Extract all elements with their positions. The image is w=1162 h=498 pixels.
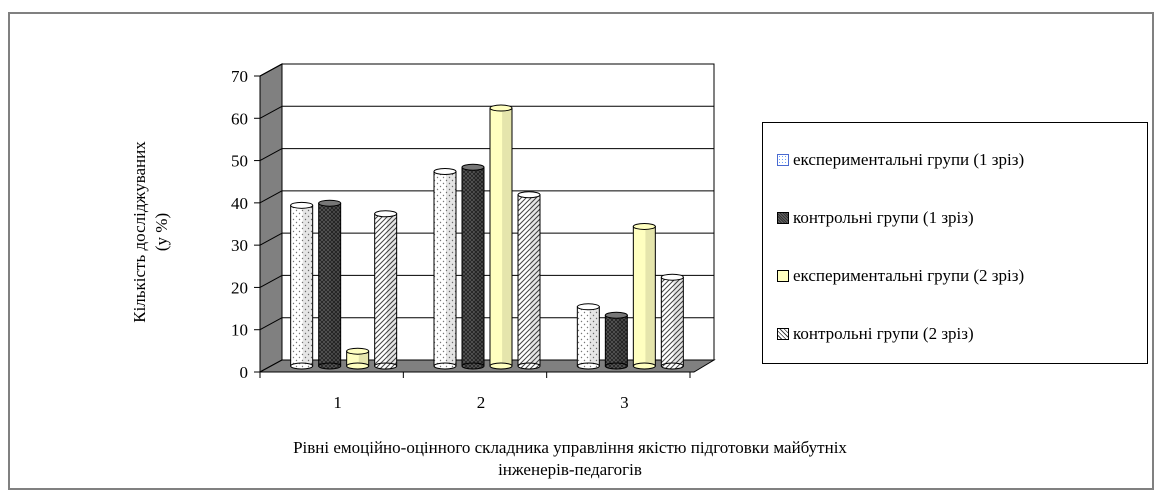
bar-top (576, 303, 600, 311)
x-tick-label: 2 (477, 393, 486, 412)
bar (517, 191, 541, 370)
bar (290, 201, 314, 370)
y-tick-label: 20 (231, 278, 248, 297)
y-tick-label: 70 (231, 67, 248, 86)
bar (346, 347, 370, 370)
bar-base (576, 362, 600, 370)
bar-top (318, 199, 342, 207)
bar-shade (330, 203, 341, 366)
bar-shade (645, 226, 656, 366)
legend-item: контрольні групи (2 зріз) (777, 324, 974, 344)
legend-label: експериментальні групи (2 зріз) (793, 266, 1025, 285)
gridline-side (259, 232, 283, 246)
y-tick-label: 0 (240, 363, 249, 382)
legend-label: контрольні групи (2 зріз) (793, 324, 974, 343)
y-axis-label: (у %) (152, 213, 171, 251)
legend-label: експериментальні групи (1 зріз) (793, 150, 1025, 169)
bar-base (632, 362, 656, 370)
bar-top (374, 210, 398, 218)
legend-item: експериментальні групи (1 зріз) (777, 150, 1024, 170)
bar-shade (474, 167, 484, 366)
legend-swatch (777, 154, 789, 166)
bar-base (660, 362, 684, 370)
bar-top (290, 201, 314, 209)
bar-shade (502, 108, 512, 367)
bar-base (318, 362, 342, 370)
bar-shade (446, 171, 456, 366)
bar-shade (302, 205, 313, 366)
bar-base (461, 362, 485, 370)
legend-swatch (777, 328, 789, 340)
bar-top (517, 191, 541, 199)
gridline-side (259, 105, 283, 119)
bar (374, 210, 398, 370)
bar-base (604, 362, 628, 370)
bar (604, 311, 628, 370)
legend-label: контрольні групи (1 зріз) (793, 208, 974, 227)
side-wall (259, 63, 283, 373)
bar (660, 273, 684, 370)
bar-top (489, 104, 513, 112)
chart-frame: 0 10 20 30 40 50 60 70 1 2 3 Кількість досліджуван… (8, 12, 1154, 490)
bar-chart: 0 10 20 30 40 50 60 70 1 2 3 Кількість досліджуван… (130, 63, 716, 412)
bar-base (374, 362, 398, 370)
bar-top (346, 347, 370, 355)
legend-item: експериментальні групи (2 зріз) (777, 266, 1024, 286)
gridline-side (259, 190, 283, 204)
gridline-side (259, 317, 283, 331)
y-tick-label: 50 (231, 152, 248, 171)
bar-top (604, 311, 628, 319)
bar-base (346, 362, 370, 370)
bar-base (489, 362, 513, 370)
x-tick-label: 3 (620, 393, 629, 412)
x-tick-label: 1 (333, 393, 342, 412)
bar-shade (386, 213, 397, 366)
bar-shade (617, 315, 628, 366)
bar-top (433, 167, 457, 175)
gridline-side (259, 274, 283, 288)
bar (318, 199, 342, 370)
bar-shade (589, 306, 600, 366)
bar (576, 303, 600, 370)
bar-base (517, 362, 541, 370)
y-tick-label: 40 (231, 194, 248, 213)
chart-legend: експериментальні групи (1 зріз) контрольн… (762, 122, 1148, 364)
bar-shade (358, 351, 369, 366)
bar-base (290, 362, 314, 370)
bar-shade (530, 194, 540, 366)
bar-top (632, 222, 656, 230)
bar (433, 167, 457, 370)
x-axis-label-line-1: Рівні емоційно-оцінного складника управл… (293, 438, 847, 457)
gridline-side (259, 63, 283, 77)
y-tick-label: 10 (231, 321, 248, 340)
bar-top (461, 163, 485, 171)
legend-swatch (777, 270, 789, 282)
y-tick-label: 30 (231, 236, 248, 255)
bar-top (660, 273, 684, 281)
gridline-side (259, 148, 283, 162)
y-axis-label: Кількість досліджуваних (130, 141, 149, 323)
bar (489, 104, 513, 370)
x-axis-label: Рівні емоційно-оцінного складника управл… (130, 437, 1010, 481)
x-axis-label-line-2: інженерів-педагогів (498, 460, 642, 479)
legend-swatch (777, 212, 789, 224)
bar (632, 222, 656, 370)
bar (461, 163, 485, 370)
legend-item: контрольні групи (1 зріз) (777, 208, 974, 228)
y-tick-label: 60 (231, 109, 248, 128)
bar-base (433, 362, 457, 370)
bar-shade (673, 277, 684, 366)
